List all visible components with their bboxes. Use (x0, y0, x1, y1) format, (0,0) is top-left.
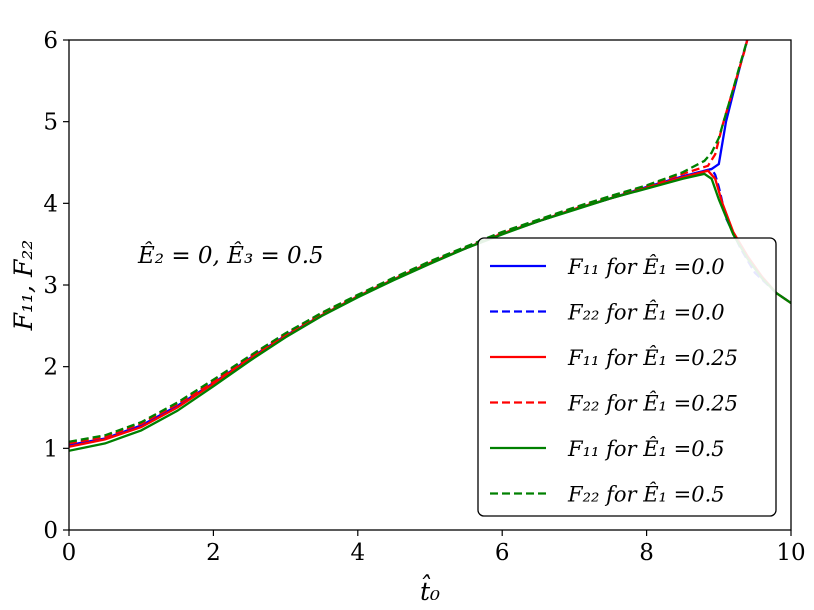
legend-label-2: F₁₁ for Ê₁ =0.25 (567, 346, 738, 370)
legend: F₁₁ for Ê₁ =0.0 F₂₂ for Ê₁ =0.0 F₁₁ for Ê₁… (477, 237, 777, 517)
x-tick-label: 10 (776, 540, 805, 566)
x-axis-label: t̂₀ (420, 575, 440, 606)
y-tick-label: 4 (43, 191, 58, 217)
y-tick-label: 2 (43, 355, 58, 381)
legend-label-3: F₂₂ for Ê₁ =0.25 (567, 392, 738, 416)
legend-entries: F₁₁ for Ê₁ =0.0 F₂₂ for Ê₁ =0.0 F₁₁ for Ê₁… (490, 255, 738, 507)
x-tick-label: 0 (62, 540, 77, 566)
x-tick-label: 2 (206, 540, 221, 566)
series-line-4 (69, 172, 791, 452)
legend-label-1: F₂₂ for Ê₁ =0.0 (567, 301, 725, 325)
y-tick-label: 5 (43, 110, 58, 136)
tick-layer: 0 2 4 6 8 10 0 1 2 3 4 5 6 (43, 28, 805, 566)
annotation-text: Ê₂ = 0, Ê₃ = 0.5 (137, 242, 324, 269)
x-tick-label: 6 (495, 540, 510, 566)
y-tick-label: 3 (43, 273, 58, 299)
series-layer (69, 40, 791, 452)
y-tick-label: 1 (43, 436, 58, 462)
y-tick-label: 6 (43, 28, 58, 54)
x-tick-label: 4 (350, 540, 365, 566)
y-axis-label: F₁₁, F₂₂ (9, 240, 38, 332)
series-line-5 (69, 40, 749, 443)
legend-label-4: F₁₁ for Ê₁ =0.5 (567, 437, 725, 461)
legend-box (477, 237, 777, 517)
y-tick-label: 0 (43, 518, 58, 544)
legend-label-5: F₂₂ for Ê₁ =0.5 (567, 483, 725, 507)
x-tick-label: 8 (639, 540, 654, 566)
legend-label-0: F₁₁ for Ê₁ =0.0 (567, 255, 725, 279)
